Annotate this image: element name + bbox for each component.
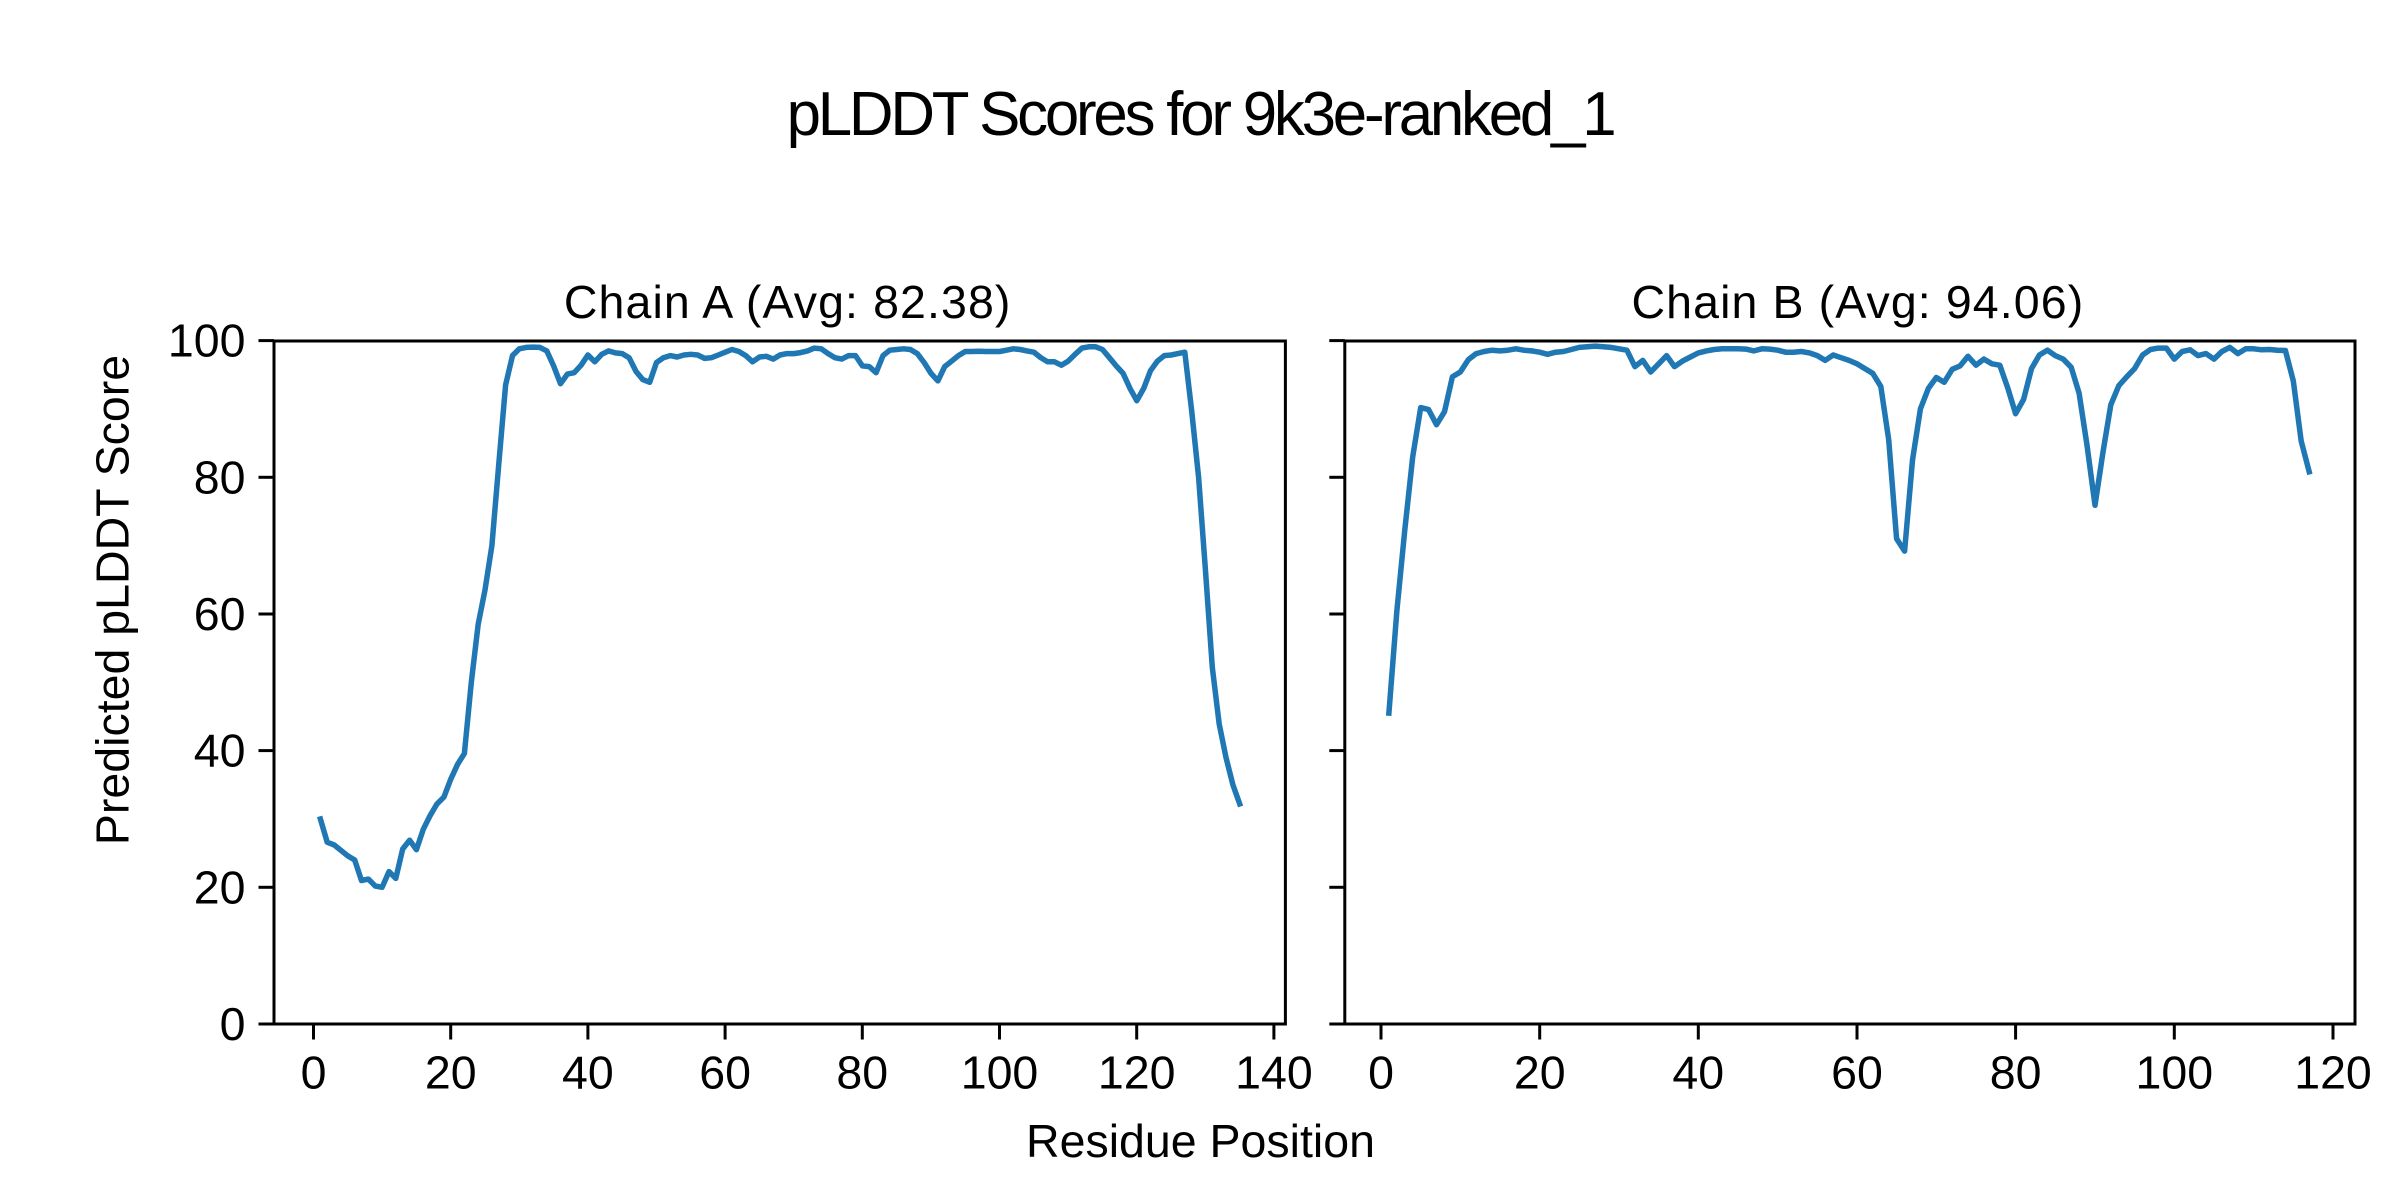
svg-text:20: 20 bbox=[1514, 1047, 1566, 1099]
svg-text:40: 40 bbox=[194, 725, 246, 777]
svg-text:0: 0 bbox=[220, 998, 246, 1050]
svg-text:80: 80 bbox=[194, 451, 246, 503]
svg-text:100: 100 bbox=[961, 1047, 1039, 1099]
svg-text:40: 40 bbox=[562, 1047, 614, 1099]
svg-text:140: 140 bbox=[1235, 1047, 1313, 1099]
svg-text:60: 60 bbox=[699, 1047, 751, 1099]
svg-text:120: 120 bbox=[1098, 1047, 1176, 1099]
svg-text:80: 80 bbox=[1990, 1047, 2042, 1099]
svg-text:40: 40 bbox=[1672, 1047, 1724, 1099]
svg-text:20: 20 bbox=[425, 1047, 477, 1099]
svg-text:60: 60 bbox=[194, 588, 246, 640]
svg-text:Residue Position: Residue Position bbox=[1026, 1115, 1375, 1167]
svg-text:pLDDT Scores for 9k3e-ranked_1: pLDDT Scores for 9k3e-ranked_1 bbox=[787, 80, 1615, 149]
svg-text:100: 100 bbox=[2136, 1047, 2214, 1099]
svg-text:Chain B (Avg: 94.06): Chain B (Avg: 94.06) bbox=[1631, 276, 2084, 328]
svg-text:100: 100 bbox=[168, 315, 246, 367]
svg-text:60: 60 bbox=[1831, 1047, 1883, 1099]
svg-text:Predicted pLDDT Score: Predicted pLDDT Score bbox=[87, 355, 139, 845]
svg-text:80: 80 bbox=[836, 1047, 888, 1099]
svg-text:Chain A (Avg: 82.38): Chain A (Avg: 82.38) bbox=[564, 276, 1012, 328]
svg-text:120: 120 bbox=[2294, 1047, 2372, 1099]
svg-text:20: 20 bbox=[194, 861, 246, 913]
svg-text:0: 0 bbox=[1368, 1047, 1394, 1099]
svg-text:0: 0 bbox=[301, 1047, 327, 1099]
